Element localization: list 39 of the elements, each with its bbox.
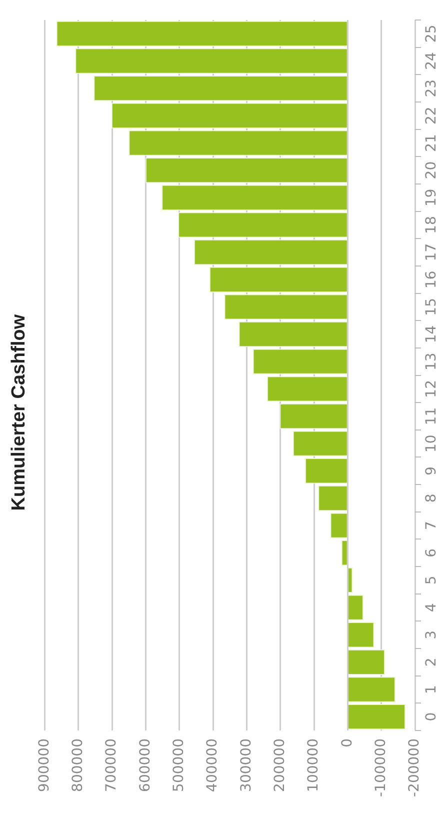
y-tick-label: 8	[424, 494, 440, 503]
x-tick-label: 400000	[204, 738, 221, 792]
y-tick-label: 2	[424, 658, 440, 667]
y-tick-label: 18	[424, 216, 440, 234]
x-tick-label: 500000	[171, 738, 188, 792]
text: Kumulierter Cashflow	[8, 314, 30, 511]
y-tick-label: 13	[424, 352, 440, 371]
y-tick-label: 10	[424, 434, 440, 452]
y-tick-label: 16	[424, 270, 440, 289]
y-tick-label: 12	[424, 380, 440, 398]
x-tick-label: 100000	[306, 738, 322, 792]
y-tick-label: 14	[424, 325, 440, 344]
x-tick-label: 800000	[70, 738, 86, 792]
y-tick-label: 25	[424, 24, 440, 43]
y-tick-label: 24	[424, 52, 440, 70]
y-tick-label: 4	[424, 602, 440, 612]
x-tick-label: 200000	[272, 738, 288, 792]
y-tick-label: 23	[424, 79, 440, 98]
y-tick-label: 17	[424, 243, 440, 262]
y-tick-label: 15	[424, 298, 440, 316]
y-tick-label: 7	[424, 521, 440, 530]
y-tick-label: 5	[424, 576, 440, 585]
x-tick-label: 0	[339, 738, 356, 748]
x-tick-label: -200000	[406, 738, 423, 798]
y-tick-label: 6	[424, 548, 440, 558]
y-tick-label: 19	[424, 188, 440, 207]
y-tick-label: 3	[424, 630, 440, 640]
y-tick-label: 20	[424, 161, 440, 180]
y-tick-label: 21	[424, 134, 440, 152]
x-tick-label: -100000	[372, 738, 389, 798]
x-tick-label: 600000	[137, 738, 154, 792]
x-tick-label: 300000	[238, 738, 254, 792]
y-tick-label: 22	[424, 106, 440, 125]
y-tick-label: 0	[424, 712, 440, 722]
x-tick-label: 700000	[104, 738, 120, 792]
y-tick-label: 11	[424, 407, 440, 426]
x-tick-label: 900000	[36, 738, 52, 792]
y-tick-label: 9	[424, 466, 440, 476]
y-tick-label: 1	[424, 685, 440, 694]
